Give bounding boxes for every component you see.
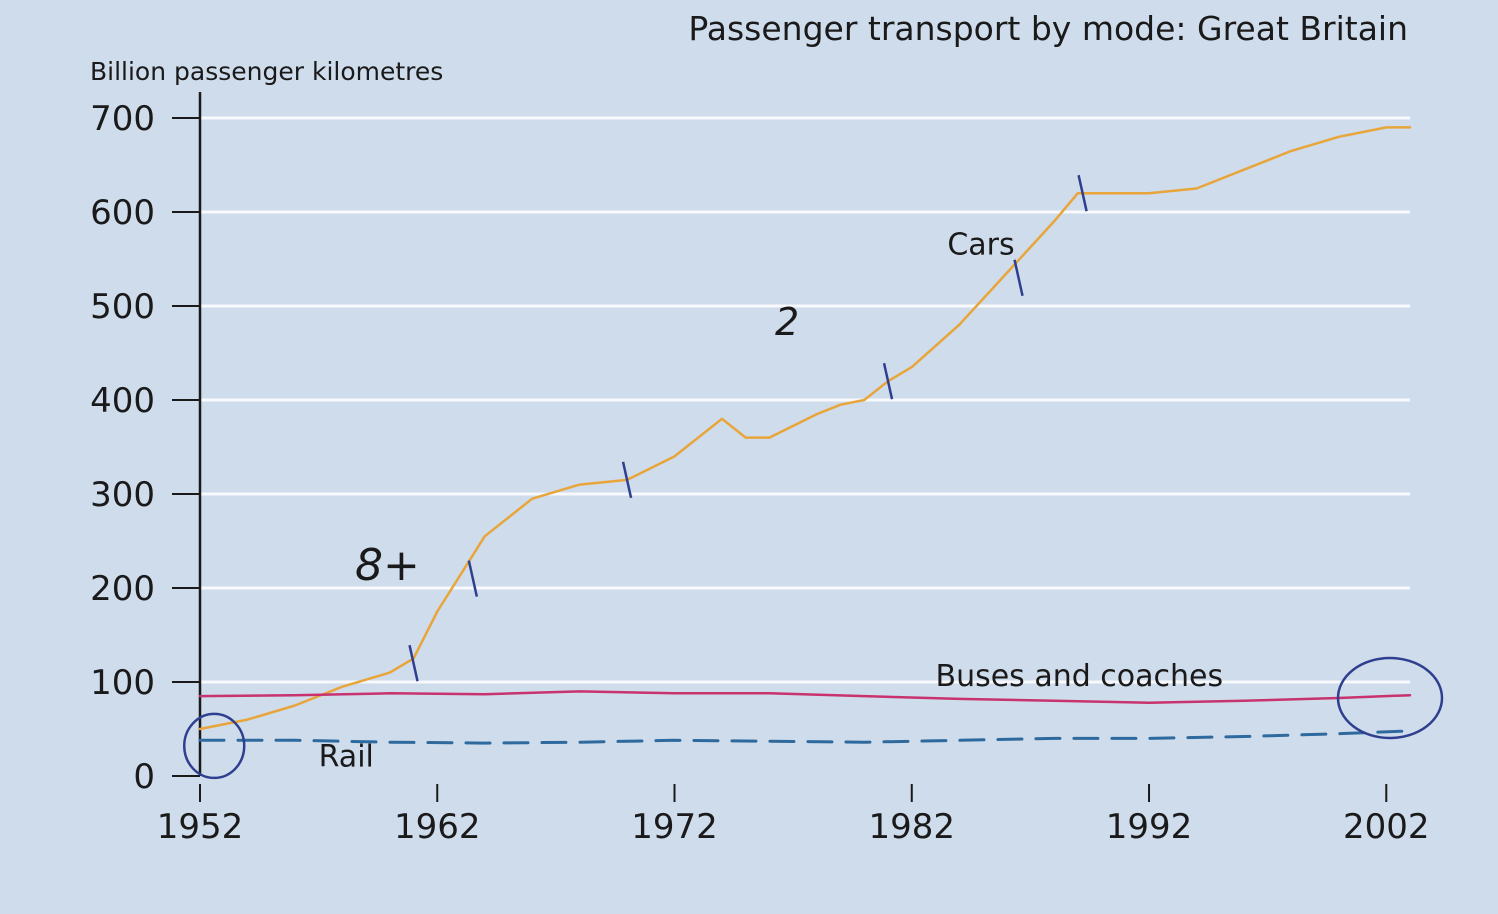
- y-tick-label-500: 500: [90, 287, 155, 327]
- x-tick-label-1982: 1982: [868, 807, 955, 847]
- x-tick-label-1952: 1952: [157, 807, 244, 847]
- axis-layer: 0 100 200 300 400 500 600 700 1952 1962 1972 1982 19…: [90, 92, 1430, 847]
- handwritten-tick-6: [1077, 174, 1088, 212]
- series-label-cars: Cars: [947, 227, 1014, 262]
- y-tick-label-100: 100: [90, 663, 155, 703]
- grid-layer: [200, 116, 1410, 684]
- y-tick-label-400: 400: [90, 381, 155, 421]
- y-axis-label: Billion passenger kilometres: [90, 57, 443, 86]
- y-tick-label-600: 600: [90, 193, 155, 233]
- series-line-cars: [198, 126, 1412, 731]
- handwritten-tick-3: [621, 461, 633, 499]
- series-label-rail: Rail: [319, 740, 374, 775]
- y-tick-label-700: 700: [90, 99, 155, 139]
- handwritten-tick-2: [467, 560, 479, 597]
- series-line-rail: [198, 729, 1412, 745]
- series-line-buses-and-coaches: [198, 690, 1412, 704]
- y-tick-label-0: 0: [133, 757, 155, 797]
- chart-title: Passenger transport by mode: Great Brita…: [688, 9, 1408, 48]
- handwritten-scribble-2: 2: [775, 300, 799, 344]
- x-tick-label-1962: 1962: [394, 807, 481, 847]
- x-tick-label-1992: 1992: [1106, 807, 1193, 847]
- handwritten-tick-1: [408, 644, 419, 682]
- handwritten-circle-2002: [1336, 656, 1444, 740]
- handwritten-tick-5: [1013, 259, 1024, 297]
- handwritten-circle-1952: [182, 712, 246, 780]
- annotation-layer: 2 8+: [182, 174, 1444, 780]
- y-tick-label-200: 200: [90, 569, 155, 609]
- x-tick-label-1972: 1972: [631, 807, 718, 847]
- x-tick-label-2002: 2002: [1343, 807, 1430, 847]
- series-layer: Cars Buses and coaches Rail: [198, 126, 1412, 775]
- series-label-buses-and-coaches: Buses and coaches: [935, 659, 1223, 694]
- handwritten-tick-4: [882, 362, 894, 400]
- y-tick-label-300: 300: [90, 475, 155, 515]
- handwritten-scribble-8plus: 8+: [355, 540, 420, 591]
